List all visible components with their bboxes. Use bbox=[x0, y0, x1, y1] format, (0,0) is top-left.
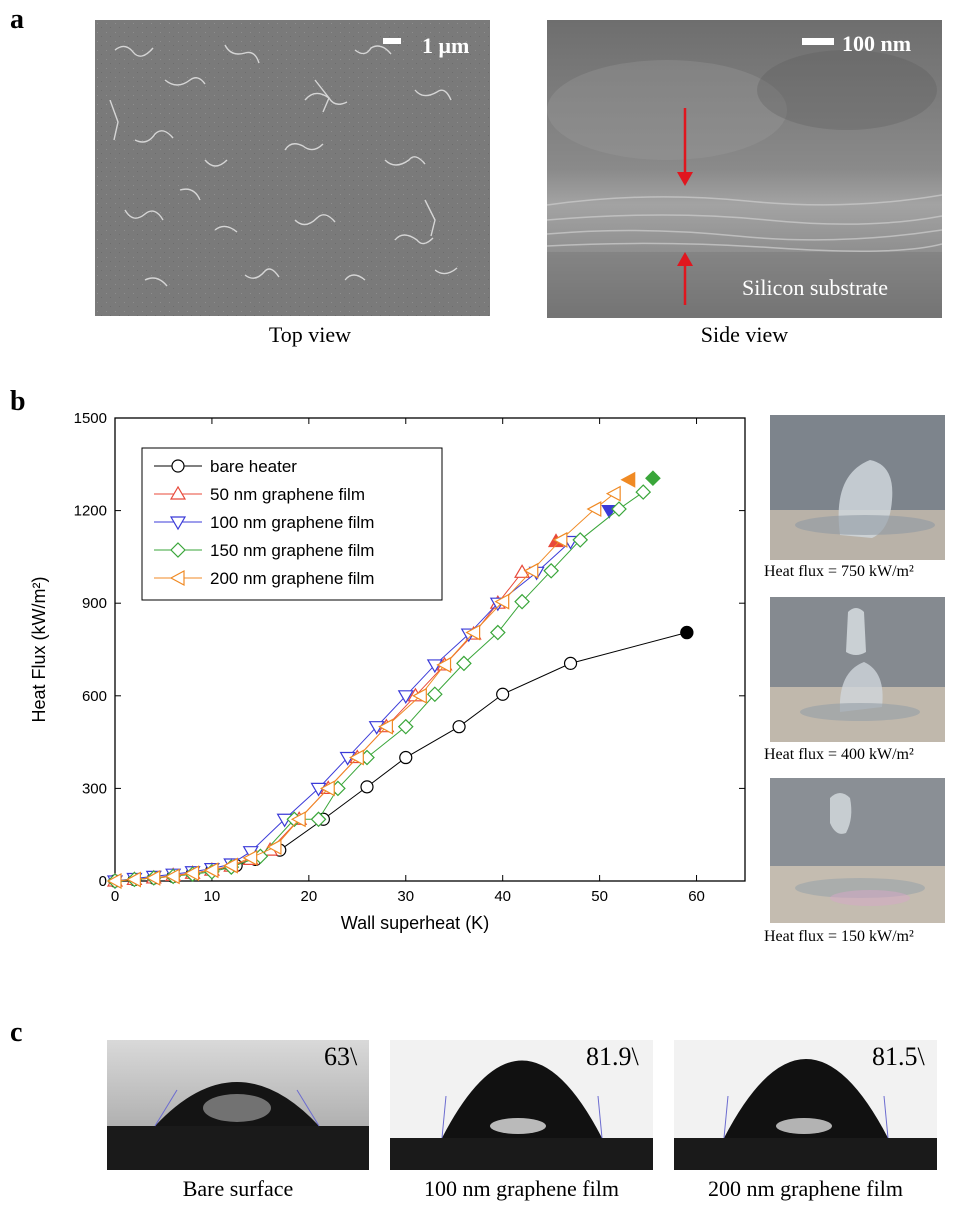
data-point bbox=[397, 718, 414, 735]
contact-angle-caption-100nm: 100 nm graphene film bbox=[424, 1176, 619, 1201]
data-point bbox=[310, 811, 327, 828]
sem-top-view-image bbox=[95, 20, 490, 316]
data-point bbox=[164, 868, 180, 885]
x-tick-label: 0 bbox=[111, 888, 119, 905]
legend-label: 150 nm graphene film bbox=[210, 541, 374, 560]
data-point bbox=[184, 865, 200, 882]
data-point bbox=[266, 839, 282, 856]
photo-caption-400: Heat flux = 400 kW/m² bbox=[764, 746, 914, 763]
data-point bbox=[106, 872, 122, 890]
y-tick-label: 1200 bbox=[74, 503, 107, 520]
top-view-caption: Top view bbox=[268, 322, 352, 347]
data-point bbox=[349, 749, 364, 766]
panel-c-letter: c bbox=[10, 1017, 23, 1048]
contact-angle-caption-bare: Bare surface bbox=[182, 1176, 294, 1201]
data-point bbox=[242, 849, 258, 866]
data-point bbox=[456, 655, 472, 672]
data-point bbox=[635, 484, 652, 500]
data-point bbox=[494, 593, 510, 610]
chf-point bbox=[620, 471, 636, 488]
y-tick-label: 1500 bbox=[74, 410, 107, 427]
legend-marker bbox=[169, 569, 185, 587]
data-point bbox=[426, 686, 443, 703]
top-view-scale-label: 1 μm bbox=[422, 33, 470, 58]
data-point bbox=[290, 811, 306, 828]
plot-frame bbox=[114, 417, 746, 882]
data-point bbox=[611, 501, 627, 517]
silicon-substrate-label: Silicon substrate bbox=[742, 275, 889, 300]
x-tick-label: 20 bbox=[301, 888, 318, 905]
data-point bbox=[319, 780, 335, 797]
x-tick-label: 10 bbox=[204, 888, 221, 905]
x-tick-label: 40 bbox=[494, 888, 511, 905]
data-point bbox=[496, 687, 510, 701]
y-tick-label: 600 bbox=[82, 688, 107, 705]
data-point bbox=[523, 562, 539, 579]
legend-label: 100 nm graphene film bbox=[210, 513, 374, 532]
contact-angle-image-200nm bbox=[674, 1040, 937, 1170]
y-axis-label: Heat Flux (kW/m²) bbox=[29, 577, 49, 723]
data-point bbox=[552, 531, 568, 548]
side-view-scale-label: 100 nm bbox=[842, 31, 912, 56]
data-point bbox=[572, 532, 589, 548]
boiling-photo-150 bbox=[770, 778, 945, 923]
legend-marker bbox=[170, 542, 186, 558]
x-tick-label: 50 bbox=[591, 888, 608, 905]
legend-marker bbox=[169, 485, 187, 500]
data-point bbox=[360, 780, 374, 794]
photo-caption-150: Heat flux = 150 kW/m² bbox=[764, 928, 914, 945]
x-tick-label: 60 bbox=[688, 888, 705, 905]
series-0 bbox=[108, 625, 694, 888]
data-point bbox=[489, 624, 506, 641]
data-point bbox=[452, 720, 466, 734]
data-point bbox=[203, 862, 219, 879]
data-point bbox=[605, 485, 621, 502]
data-point bbox=[563, 656, 578, 670]
data-point bbox=[586, 501, 602, 518]
boiling-photo-750 bbox=[770, 415, 945, 560]
chf-point bbox=[645, 470, 661, 487]
chf-point bbox=[680, 625, 694, 640]
photo-caption-750: Heat flux = 750 kW/m² bbox=[764, 563, 914, 580]
y-tick-label: 900 bbox=[82, 595, 107, 612]
data-point bbox=[378, 718, 393, 735]
data-point bbox=[145, 869, 161, 886]
data-point bbox=[465, 624, 481, 641]
side-view-caption: Side view bbox=[700, 322, 789, 347]
data-point bbox=[397, 690, 414, 704]
data-point bbox=[223, 857, 238, 874]
legend-label: bare heater bbox=[210, 457, 297, 476]
contact-angle-value-100nm: 81.9\ bbox=[586, 1042, 639, 1071]
panel-a-letter: a bbox=[10, 4, 24, 35]
contact-angle-image-bare bbox=[107, 1040, 369, 1170]
contact-angle-caption-200nm: 200 nm graphene film bbox=[708, 1176, 903, 1201]
data-point bbox=[514, 593, 530, 610]
x-axis-label: Wall superheat (K) bbox=[341, 913, 489, 933]
contact-angle-image-100nm bbox=[390, 1040, 653, 1170]
boiling-photo-400 bbox=[770, 597, 945, 742]
y-tick-label: 300 bbox=[82, 780, 107, 797]
x-tick-label: 30 bbox=[397, 888, 414, 905]
panel-b-letter: b bbox=[10, 386, 26, 417]
legend-marker bbox=[169, 516, 187, 531]
series-4 bbox=[106, 471, 636, 890]
data-point bbox=[543, 562, 560, 579]
data-point bbox=[412, 687, 427, 704]
legend-label: 200 nm graphene film bbox=[210, 569, 374, 588]
legend-marker bbox=[171, 459, 185, 473]
legend-box bbox=[141, 447, 443, 601]
data-point bbox=[399, 750, 413, 765]
contact-angle-value-bare: 63\ bbox=[324, 1042, 358, 1071]
legend-label: 50 nm graphene film bbox=[210, 485, 365, 504]
sem-side-view-image bbox=[547, 20, 942, 318]
data-point bbox=[436, 656, 452, 673]
y-tick-label: 0 bbox=[99, 873, 107, 890]
data-point bbox=[126, 871, 141, 888]
contact-angle-value-200nm: 81.5\ bbox=[872, 1042, 925, 1071]
